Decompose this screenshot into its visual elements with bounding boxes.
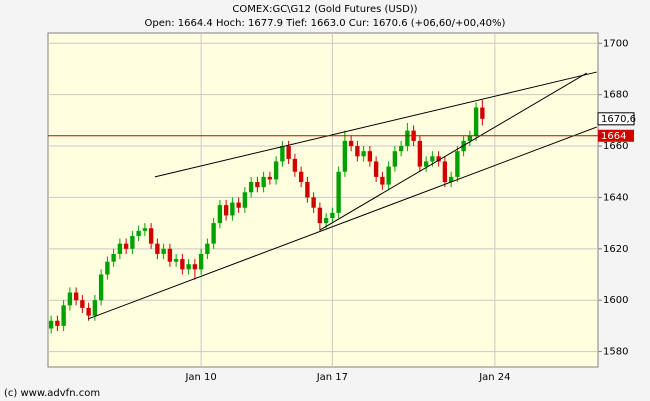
candle-body xyxy=(436,156,441,162)
candle-body xyxy=(336,171,341,213)
candle-body xyxy=(148,228,154,244)
candle-body xyxy=(398,146,404,152)
candle-body xyxy=(223,205,229,216)
reference-label: 1664 xyxy=(601,131,626,142)
candle-body xyxy=(173,259,179,262)
y-tick-label: 1580 xyxy=(603,347,628,358)
candle-body xyxy=(392,151,398,167)
footer: (c) www.advfn.com xyxy=(4,388,100,399)
candle-body xyxy=(236,202,241,208)
trend-line xyxy=(87,126,597,320)
candle-body xyxy=(280,146,285,162)
candle-body xyxy=(242,192,248,208)
y-tick-label: 1700 xyxy=(603,38,628,49)
candle-body xyxy=(473,107,479,136)
candle-body xyxy=(348,140,354,147)
candle-body xyxy=(361,151,366,157)
candle-body xyxy=(92,300,98,316)
candle-body xyxy=(386,166,391,185)
candle-body xyxy=(311,197,316,208)
candle-body xyxy=(423,161,429,167)
candle-body xyxy=(192,264,198,270)
candle-body xyxy=(442,161,448,183)
candle-body xyxy=(136,230,141,236)
candle-body xyxy=(261,176,266,188)
chart-subtitle: Open: 1664.4 Hoch: 1677.9 Tief: 1663.0 C… xyxy=(145,18,506,29)
candle-body xyxy=(123,243,129,249)
x-tick-label: Jan 17 xyxy=(316,372,348,383)
candle-body xyxy=(355,146,360,157)
candle-body xyxy=(73,292,79,301)
candle-body xyxy=(167,248,173,262)
candle-body xyxy=(130,235,135,249)
trend-line xyxy=(319,72,588,231)
candle-body xyxy=(317,207,323,224)
candle-body xyxy=(417,140,423,167)
candle-body xyxy=(467,135,473,141)
y-tick-label: 1600 xyxy=(603,295,628,306)
candle-body xyxy=(98,274,104,301)
y-tick-label: 1680 xyxy=(603,90,628,101)
plot-area xyxy=(47,32,599,368)
candle-body xyxy=(230,202,235,216)
x-tick-label: Jan 10 xyxy=(184,372,216,383)
candle-body xyxy=(430,156,435,162)
candle-body xyxy=(205,243,210,254)
candle-body xyxy=(267,176,273,180)
candle-body xyxy=(298,171,304,183)
candle-body xyxy=(55,320,60,326)
y-tick-label: 1620 xyxy=(603,244,628,255)
candle-body xyxy=(111,253,116,262)
candle-body xyxy=(211,223,216,244)
candle-body xyxy=(305,182,310,198)
candle-body xyxy=(323,217,329,224)
candle-body xyxy=(217,205,223,224)
y-tick-label: 1660 xyxy=(603,141,628,152)
candle-body xyxy=(80,300,85,308)
candle-body xyxy=(105,261,110,275)
candle-body xyxy=(330,212,335,218)
last-price-label: 1670,6 xyxy=(601,114,636,125)
y-tick-label: 1640 xyxy=(603,192,628,203)
candle-body xyxy=(273,161,279,180)
candle-body xyxy=(48,320,54,329)
candle-body xyxy=(373,161,379,177)
candle-body xyxy=(186,264,191,270)
candle-body xyxy=(198,253,204,270)
candle-body xyxy=(380,176,385,185)
candle-body xyxy=(155,243,160,254)
candle-body xyxy=(255,182,260,188)
candle-body xyxy=(248,182,254,193)
candle-body xyxy=(286,146,291,159)
candle-body xyxy=(161,248,166,254)
x-tick-label: Jan 24 xyxy=(478,372,510,383)
candle-body xyxy=(455,151,460,177)
candle-body xyxy=(67,292,73,306)
chart-title: COMEX:GC\G12 (Gold Futures (USD)) xyxy=(232,4,417,15)
candle-body xyxy=(180,259,185,270)
candle-body xyxy=(61,305,66,326)
candle-body xyxy=(86,307,91,316)
candle-body xyxy=(367,151,373,162)
candle-body xyxy=(480,107,485,119)
last-price-tag xyxy=(597,112,635,126)
candle-body xyxy=(142,228,148,231)
candle-body xyxy=(448,176,454,183)
candle-body xyxy=(342,140,348,172)
candle-body xyxy=(405,130,410,147)
candle-body xyxy=(292,158,298,172)
reference-tag xyxy=(598,129,634,142)
trend-line xyxy=(154,71,597,178)
candle-body xyxy=(117,243,123,254)
